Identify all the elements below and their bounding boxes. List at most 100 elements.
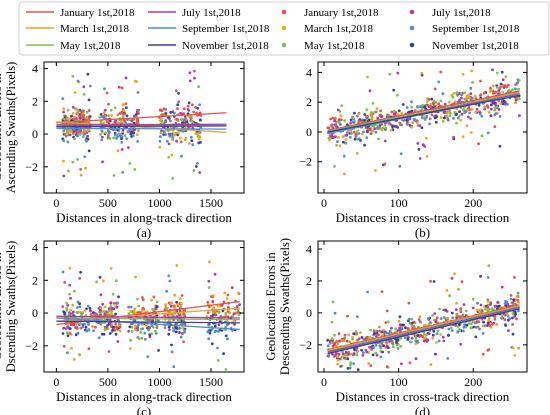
scatter-point [479, 303, 483, 307]
scatter-point [362, 119, 366, 122]
scatter-point [110, 312, 113, 316]
scatter-point [509, 294, 513, 297]
scatter-point [421, 335, 425, 339]
scatter-point [408, 361, 412, 365]
scatter-point [416, 142, 420, 145]
scatter-point [116, 301, 119, 305]
scatter-point [135, 80, 139, 83]
scatter-point [360, 336, 364, 339]
scatter-point [89, 313, 93, 316]
scatter-point [472, 320, 475, 323]
scatter-point [211, 313, 215, 317]
scatter-point [76, 158, 80, 161]
scatter-point [198, 171, 202, 174]
scatter-point [136, 91, 140, 94]
scatter-point [399, 344, 403, 348]
scatter-point [103, 328, 107, 332]
scatter-point [118, 329, 122, 333]
scatter-point [453, 100, 457, 103]
scatter-point [400, 362, 403, 366]
scatter-point [167, 325, 171, 329]
scatter-point [94, 325, 97, 329]
scatter-point [170, 153, 174, 157]
x-tick-label: 1000 [147, 375, 171, 389]
scatter-point [192, 69, 196, 73]
scatter-point [454, 308, 458, 311]
scatter-point [98, 115, 102, 119]
scatter-point [384, 345, 388, 349]
scatter-point [443, 116, 446, 120]
scatter-point [369, 132, 373, 136]
y-tick-label: −2 [25, 339, 38, 353]
scatter-point [163, 326, 167, 330]
scatter-point [79, 270, 82, 274]
scatter-point [419, 334, 423, 337]
scatter-point [114, 312, 117, 316]
scatter-point [398, 329, 402, 333]
legend-label: January 1st,2018 [60, 7, 135, 19]
scatter-point [102, 111, 106, 115]
panel-b: 0 100 200 −2 0 2 4 Distances in cross-track dir… [299, 61, 528, 240]
trend-line-march-1st-2018 [56, 121, 227, 134]
scatter-point [336, 342, 340, 346]
scatter-point [493, 90, 496, 94]
scatter-point [371, 353, 375, 357]
scatter-point [484, 307, 487, 311]
scatter-point [110, 113, 113, 117]
x-axis-label: Distances in along-track direction [56, 210, 232, 225]
scatter-point [178, 313, 181, 317]
scatter-point [62, 174, 66, 178]
scatter-point [110, 307, 114, 310]
scatter-point [343, 119, 346, 123]
scatter-point [376, 116, 380, 120]
scatter-point [351, 335, 354, 339]
scatter-point [416, 334, 420, 337]
scatter-point [426, 100, 429, 103]
scatter-point [462, 325, 466, 329]
trend-line-march-1st-2018 [56, 307, 240, 322]
scatter-point [216, 346, 219, 350]
scatter-point [107, 114, 110, 117]
panel-label: (a) [137, 225, 151, 240]
scatter-point [375, 353, 379, 357]
trend-line-january-1st-2018 [327, 90, 520, 132]
scatter-point [383, 162, 387, 166]
scatter-point [347, 333, 350, 337]
scatter-point [430, 97, 434, 101]
scatter-point [120, 86, 124, 90]
scatter-point [135, 133, 139, 137]
y-axis-label: Descending Swaths(Pixels) [278, 238, 292, 375]
y-tick-label: 4 [306, 242, 312, 256]
scatter-point [194, 165, 198, 168]
x-axis-label: Distances in cross-track direction [336, 210, 510, 225]
scatter-point [406, 337, 410, 341]
scatter-point [490, 307, 493, 311]
x-tick-label: 0 [321, 375, 327, 389]
scatter-point [366, 290, 369, 294]
scatter-point [365, 108, 369, 112]
scatter-point [65, 301, 69, 305]
y-tick-label: 4 [32, 241, 38, 255]
scatter-point [455, 316, 459, 320]
scatter-point [462, 108, 465, 111]
scatter-point [463, 97, 467, 101]
scatter-point [131, 134, 135, 138]
scatter-point [372, 346, 375, 349]
scatter-point [168, 328, 171, 331]
scatter-point [410, 336, 414, 340]
scatter-point [85, 110, 89, 114]
scatter-point [497, 304, 501, 308]
legend-point-swatch [281, 9, 287, 15]
scatter-point [67, 169, 70, 173]
scatter-point [513, 354, 517, 357]
scatter-point [499, 85, 502, 89]
scatter-point [449, 326, 453, 330]
scatter-point [160, 109, 164, 113]
scatter-point [380, 341, 384, 345]
scatter-point [448, 114, 452, 117]
scatter-point [394, 327, 398, 331]
scatter-point [429, 102, 433, 106]
scatter-point [91, 325, 95, 328]
scatter-point [78, 116, 82, 120]
scatter-point [195, 111, 198, 115]
